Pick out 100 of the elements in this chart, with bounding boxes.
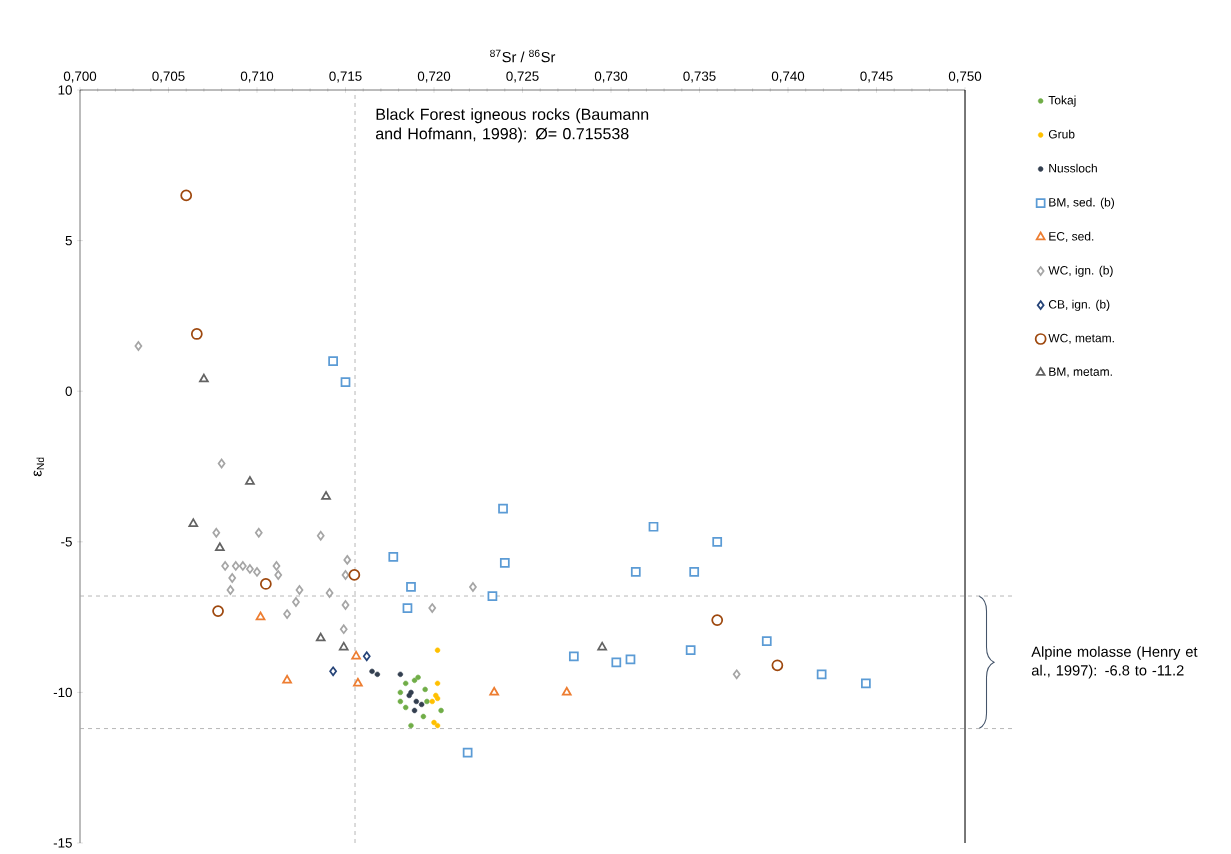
point: [362, 651, 371, 662]
y-tick-label: 10: [58, 85, 72, 95]
point: [625, 654, 636, 665]
point: [428, 603, 437, 613]
point: [295, 585, 304, 595]
point: [403, 680, 409, 687]
point: [315, 632, 326, 642]
x-tick-label: 0,730: [594, 71, 628, 83]
point: [411, 707, 418, 714]
point: [255, 611, 266, 621]
y-tick-label: -15: [53, 838, 72, 848]
point: [369, 668, 375, 674]
y-tick-label: 0: [65, 386, 72, 396]
point: [408, 722, 414, 729]
point: [561, 686, 572, 696]
point: [329, 666, 337, 677]
x-tick-label: 0,735: [683, 71, 716, 83]
point: [611, 657, 622, 668]
point: [272, 561, 281, 571]
point: [274, 570, 283, 580]
point: [212, 527, 221, 538]
point: [712, 536, 723, 547]
point: [434, 722, 441, 729]
point: [321, 491, 331, 500]
point: [134, 341, 143, 351]
point: [434, 680, 441, 687]
point: [343, 555, 352, 565]
text: Alpine molasse (Henry et al., 1997): -6.8 to -11.2: [1031, 646, 1198, 679]
x-tick-label: 0,705: [152, 71, 185, 83]
point: [212, 605, 224, 617]
point: [259, 578, 272, 590]
legend-label: WC, metam.: [1048, 333, 1114, 344]
point: [221, 561, 230, 571]
point: [254, 527, 263, 538]
x-tick-label: 0,745: [860, 71, 893, 83]
point: [180, 189, 193, 202]
y-axis-title: ε$_{Nd}$: [33, 457, 45, 477]
point: [292, 597, 300, 607]
point: [397, 689, 404, 696]
x-tick-label: 0,740: [771, 71, 805, 83]
point: [415, 674, 421, 681]
x-axis-title: $^{87}$Sr / $^{86}$Sr: [490, 49, 556, 63]
point: [282, 674, 292, 684]
point: [411, 677, 418, 684]
point: [214, 542, 225, 551]
point: [325, 588, 334, 598]
point: [413, 698, 419, 705]
x-tick-label: 0,710: [240, 71, 274, 83]
point: [253, 567, 261, 577]
point: [420, 713, 427, 720]
point: [188, 518, 199, 527]
point: [434, 695, 441, 702]
point: [374, 671, 381, 677]
point: [568, 651, 579, 662]
point: [489, 686, 500, 696]
legend-label: BM, metam.: [1049, 367, 1112, 378]
point: [339, 624, 348, 635]
point: [226, 585, 235, 595]
x-tick-label: 0,700: [63, 71, 97, 83]
point: [732, 669, 741, 680]
point: [462, 747, 473, 758]
point: [429, 698, 435, 705]
point: [341, 600, 350, 610]
legend-label: BM, sed. (b): [1049, 197, 1115, 209]
point: [217, 458, 226, 469]
point: [422, 686, 428, 693]
point: [761, 636, 772, 647]
point: [406, 582, 416, 592]
legend-label: WC, ign. (b): [1048, 265, 1113, 277]
point: [353, 677, 363, 687]
point: [498, 503, 508, 514]
point: [402, 603, 413, 613]
point: [348, 569, 361, 581]
point: [246, 564, 254, 574]
point: [685, 645, 696, 656]
point: [597, 641, 608, 651]
point: [418, 701, 425, 708]
point: [816, 669, 827, 680]
point: [403, 704, 409, 711]
legend-label: Grub: [1048, 129, 1075, 139]
point: [487, 591, 498, 601]
point: [316, 530, 325, 541]
point: [238, 561, 247, 571]
x-tick-label: 0,750: [948, 71, 982, 83]
point: [434, 647, 441, 653]
y-tick-label: -5: [61, 537, 72, 547]
point: [499, 558, 510, 568]
point: [397, 698, 404, 705]
legend-label: Nussloch: [1049, 163, 1097, 173]
point: [469, 582, 477, 592]
point: [351, 650, 361, 660]
point: [228, 573, 237, 583]
x-tick-label: 0,715: [329, 71, 362, 83]
point: [190, 328, 203, 340]
ref-line-label: Black Forest igneous rocks (Baumann and Hofmann, 1998): Ø= 0.715538: [375, 108, 649, 143]
point: [340, 377, 351, 388]
point: [648, 521, 659, 532]
point: [689, 567, 700, 577]
y-tick-label: -10: [53, 687, 72, 698]
x-tick-label: 0,725: [506, 71, 539, 83]
